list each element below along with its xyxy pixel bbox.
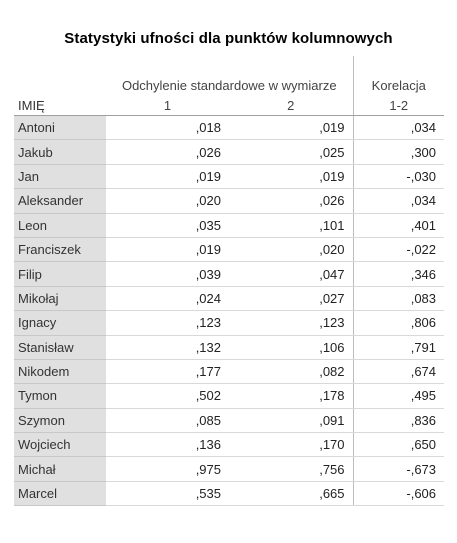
table-row: Michał ,975,756 -,673 (14, 456, 445, 482)
name-column-header: IMIĘ (18, 97, 45, 113)
row-name-cell: Antoni (14, 115, 106, 141)
correlation-value-cell: ,674 (352, 359, 445, 385)
correlation-value-cell: -,030 (352, 164, 445, 190)
dim1-value-cell: ,026 (106, 139, 229, 165)
dim2-value-cell: ,025 (229, 139, 354, 165)
table-row: Jan ,019,019 -,030 (14, 164, 445, 190)
row-name-cell: Szymon (14, 408, 106, 434)
row-name-cell: Jan (14, 164, 106, 190)
dim1-value-cell: ,085 (106, 408, 229, 434)
table-row: Jakub ,026,025,300 (14, 139, 445, 165)
dim1-value-cell: ,018 (106, 115, 229, 141)
dim1-value-cell: ,123 (106, 310, 229, 336)
dim2-value-cell: ,047 (229, 261, 354, 287)
dim2-value-cell: ,101 (229, 213, 354, 238)
table-row: Mikołaj ,024,027,083 (14, 286, 445, 312)
row-name-cell: Leon (14, 213, 106, 238)
dim2-value-cell: ,019 (229, 164, 354, 190)
correlation-value-cell: ,346 (352, 261, 445, 287)
dim1-value-cell: ,502 (106, 383, 229, 409)
std-dev-group-header: Odchylenie standardowe w wymiarze (121, 78, 337, 93)
row-name-cell: Jakub (14, 139, 106, 165)
correlation-value-cell: ,034 (352, 188, 445, 214)
row-name-cell: Franciszek (14, 237, 106, 263)
row-name-cell: Mikołaj (14, 286, 106, 312)
dim2-value-cell: ,020 (229, 237, 354, 263)
row-name-cell: Marcel (14, 481, 106, 507)
dim1-value-cell: ,019 (106, 164, 229, 190)
table-row: Franciszek ,019,020 -,022 (14, 237, 445, 263)
correlation-value-cell: ,083 (352, 286, 445, 312)
correlation-value-cell: ,034 (352, 115, 445, 141)
table-row: Tymon ,502,178,495 (14, 383, 445, 409)
correlation-value-cell: -,022 (352, 237, 445, 263)
dim1-value-cell: ,039 (106, 261, 229, 287)
row-name-cell: Ignacy (14, 310, 106, 336)
dim2-value-cell: ,091 (229, 408, 354, 434)
dim2-value-cell: ,082 (229, 359, 354, 385)
dim2-value-cell: ,123 (229, 310, 354, 336)
correlation-value-cell: ,495 (352, 383, 445, 409)
dim1-value-cell: ,535 (106, 481, 229, 507)
table-row: Leon ,035,101,401 (14, 213, 445, 238)
dim2-value-cell: ,178 (229, 383, 354, 409)
table-row: Aleksander ,020,026,034 (14, 188, 445, 214)
row-name-cell: Filip (14, 261, 106, 287)
row-name-cell: Aleksander (14, 188, 106, 214)
correlation-value-cell: -,606 (352, 481, 445, 507)
row-name-cell: Nikodem (14, 359, 106, 385)
confidence-statistics-table: Odchylenie standardowe w wymiarze Korela… (14, 56, 445, 507)
table-row: Stanisław ,132,106,791 (14, 335, 445, 360)
correlation-value-cell: ,836 (352, 408, 445, 434)
dim2-value-cell: ,026 (229, 188, 354, 214)
correlation-header: Korelacja (352, 56, 445, 95)
dim2-value-cell: ,756 (229, 456, 354, 482)
dim1-value-cell: ,132 (106, 335, 229, 360)
dim1-column-header: 1 (163, 97, 172, 113)
dim1-value-cell: ,024 (106, 286, 229, 312)
corr-sub-header: 1-2 (352, 95, 445, 115)
table-row: Marcel ,535,665 -,606 (14, 481, 445, 507)
correlation-value-cell: ,806 (352, 310, 445, 336)
table-title: Statystyki ufności dla punktów kolumnowy… (64, 30, 393, 47)
dim1-value-cell: ,975 (106, 456, 229, 482)
dim1-value-cell: ,035 (106, 213, 229, 238)
dim2-value-cell: ,019 (229, 115, 354, 141)
dim1-value-cell: ,136 (106, 432, 229, 458)
table-body: Antoni ,018,019,034 Jakub ,026,025,300 Jan ,0… (14, 115, 445, 507)
dim2-value-cell: ,665 (229, 481, 354, 507)
table-row: Ignacy ,123,123,806 (14, 310, 445, 336)
dim2-value-cell: ,027 (229, 286, 354, 312)
correlation-value-cell: ,650 (352, 432, 445, 458)
dim2-value-cell: ,106 (229, 335, 354, 360)
correlation-value-cell: ,791 (352, 335, 445, 360)
dim1-value-cell: ,177 (106, 359, 229, 385)
row-name-cell: Wojciech (14, 432, 106, 458)
dim1-value-cell: ,019 (106, 237, 229, 263)
row-name-cell: Stanisław (14, 335, 106, 360)
row-name-cell: Tymon (14, 383, 106, 409)
correlation-value-cell: ,401 (352, 213, 445, 238)
table-row: Szymon ,085,091,836 (14, 408, 445, 434)
dim1-value-cell: ,020 (106, 188, 229, 214)
row-name-cell: Michał (14, 456, 106, 482)
correlation-value-cell: -,673 (352, 456, 445, 482)
dim2-column-header: 2 (287, 97, 295, 113)
dim2-value-cell: ,170 (229, 432, 354, 458)
table-row: Antoni ,018,019,034 (14, 115, 445, 141)
table-row: Nikodem ,177,082,674 (14, 359, 445, 385)
correlation-value-cell: ,300 (352, 139, 445, 165)
table-row: Filip ,039,047,346 (14, 261, 445, 287)
table-row: Wojciech ,136,170,650 (14, 432, 445, 458)
